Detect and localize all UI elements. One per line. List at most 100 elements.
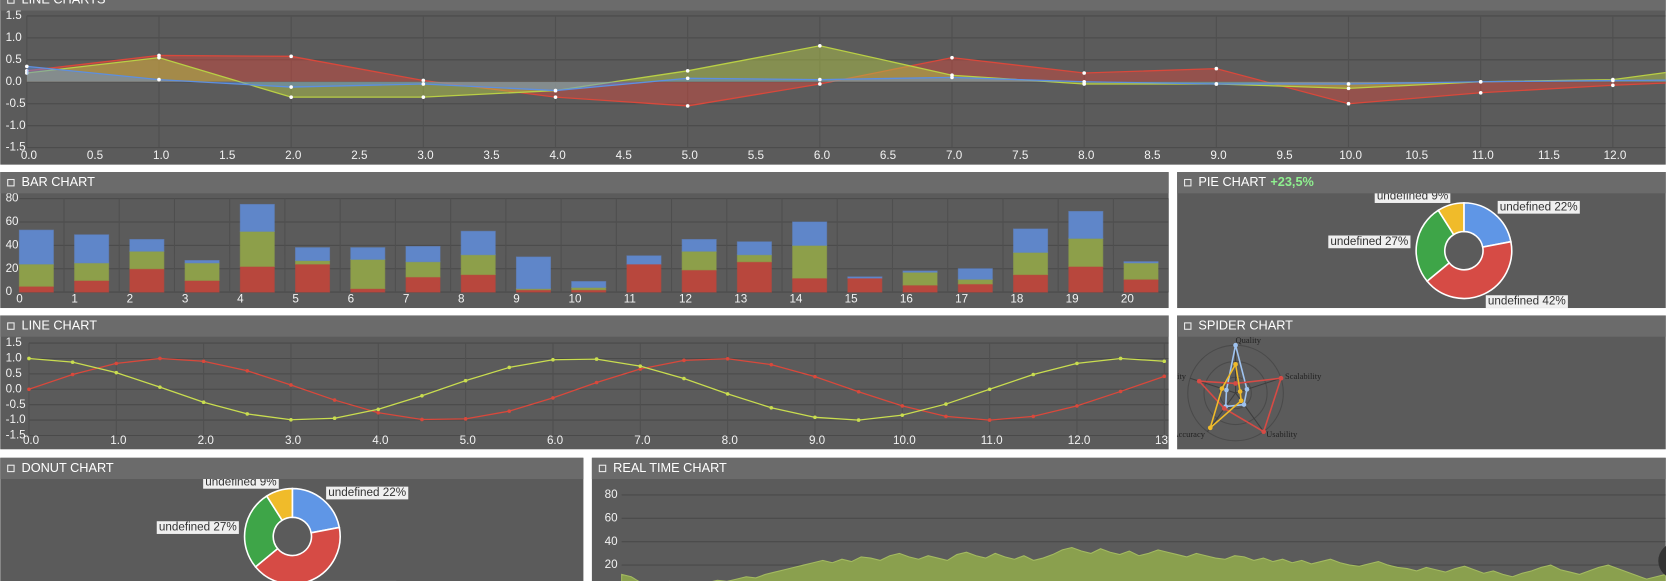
y-tick-label: 0.5 (6, 367, 22, 380)
y-tick-label: 0.0 (6, 75, 23, 88)
panel-header (0, 172, 1169, 194)
x-tick-label: 7.0 (946, 149, 963, 162)
x-tick-label: 8.0 (722, 434, 739, 447)
label-background (156, 521, 239, 534)
pie-slice (265, 487, 294, 522)
radar-label: Scalability (1285, 371, 1322, 381)
bar-segment (239, 265, 275, 293)
scroll-button[interactable] (1658, 543, 1666, 579)
bar-segment (129, 250, 165, 270)
data-point (682, 376, 686, 381)
data-point (553, 95, 558, 99)
data-point (289, 85, 293, 89)
data-point (289, 54, 293, 59)
y-tick-label: 0.5 (6, 53, 22, 66)
panel-icon (7, 178, 15, 187)
y-tick-label: 20 (605, 558, 618, 571)
radar-point (1241, 402, 1247, 407)
bar-segment (792, 277, 828, 293)
x-tick-label: 10 (569, 293, 582, 306)
slice-label: undefined 9% (1377, 190, 1448, 203)
y-tick-label: 1.5 (6, 336, 22, 349)
radar-label: Accuracy (1172, 429, 1205, 439)
data-point (685, 104, 690, 108)
x-tick-label: 6.5 (880, 149, 896, 162)
radar-point (1233, 361, 1238, 367)
bar-segment (847, 277, 883, 293)
bar-segment (405, 276, 441, 293)
bar-segment (626, 263, 662, 293)
x-tick-label: 4.0 (372, 434, 389, 447)
bar-segment (405, 261, 441, 278)
data-point (1031, 414, 1036, 419)
y-tick-label: -1.5 (6, 429, 26, 442)
data-point (944, 402, 948, 406)
x-tick-label: 2.5 (351, 149, 367, 162)
y-tick-label: 1.0 (6, 352, 23, 365)
bar-segment (129, 268, 165, 293)
x-tick-label: 20 (1121, 293, 1134, 306)
data-point (553, 88, 558, 93)
x-tick-label: 13.0 (1155, 434, 1178, 447)
data-point (950, 75, 954, 80)
data-point (1346, 101, 1351, 106)
data-point (950, 55, 954, 60)
data-point (158, 385, 162, 389)
radar-point (1207, 425, 1213, 431)
data-point (1162, 359, 1167, 364)
bar-segment (1123, 278, 1159, 293)
x-tick-label: 4.5 (616, 149, 632, 162)
x-tick-label: 12.0 (1068, 434, 1091, 447)
data-point (289, 417, 293, 422)
bar-segment (74, 279, 110, 293)
bar-segment (902, 270, 938, 273)
bar-segment (1068, 265, 1104, 293)
y-tick-label: -0.5 (6, 398, 26, 411)
x-tick-label: 12 (679, 293, 692, 306)
data-point (813, 415, 817, 420)
series-line (26, 54, 1666, 107)
bar-segment (736, 261, 772, 293)
bar-segment (1123, 261, 1159, 264)
x-tick-label: 9 (513, 293, 520, 306)
data-point (594, 380, 599, 385)
slice-label: undefined 27% (1330, 235, 1408, 248)
series-line (26, 65, 1666, 92)
bar-segment (847, 276, 883, 279)
x-tick-label: 1 (71, 293, 78, 306)
bar-segment (460, 230, 496, 256)
radar-point (1196, 378, 1202, 384)
bar-segment (350, 247, 386, 260)
radar-point (1261, 429, 1266, 435)
x-tick-label: 6 (348, 293, 355, 306)
x-tick-label: 15 (845, 293, 858, 306)
radar-axis (1235, 377, 1282, 394)
data-point (1478, 90, 1483, 95)
x-tick-label: 6.0 (547, 434, 564, 447)
radar-point (1219, 386, 1225, 391)
data-point (638, 364, 643, 368)
panel-background (0, 315, 1169, 450)
bar-segment (295, 247, 331, 262)
x-tick-label: 5 (292, 293, 299, 306)
data-point (685, 76, 690, 81)
x-tick-label: 6.0 (814, 149, 831, 162)
data-point (70, 360, 75, 364)
bar-segment (1013, 228, 1049, 253)
panel-header (0, 315, 1169, 337)
x-tick-label: 18 (1010, 293, 1023, 306)
y-tick-label: 80 (605, 488, 618, 501)
radar-label: Flexibility (1151, 371, 1187, 381)
radar-point (1233, 342, 1238, 348)
data-point (157, 77, 161, 82)
bar-segment (184, 260, 220, 264)
data-point (1118, 389, 1123, 394)
bar-segment (74, 262, 110, 281)
panel-title: LINE CHART (22, 317, 98, 332)
radar-point (1224, 387, 1229, 393)
data-point (420, 393, 424, 398)
panel-body: undefined 22%undefined 42%undefined 27%u… (156, 479, 409, 581)
x-tick-label: 2 (127, 293, 134, 306)
